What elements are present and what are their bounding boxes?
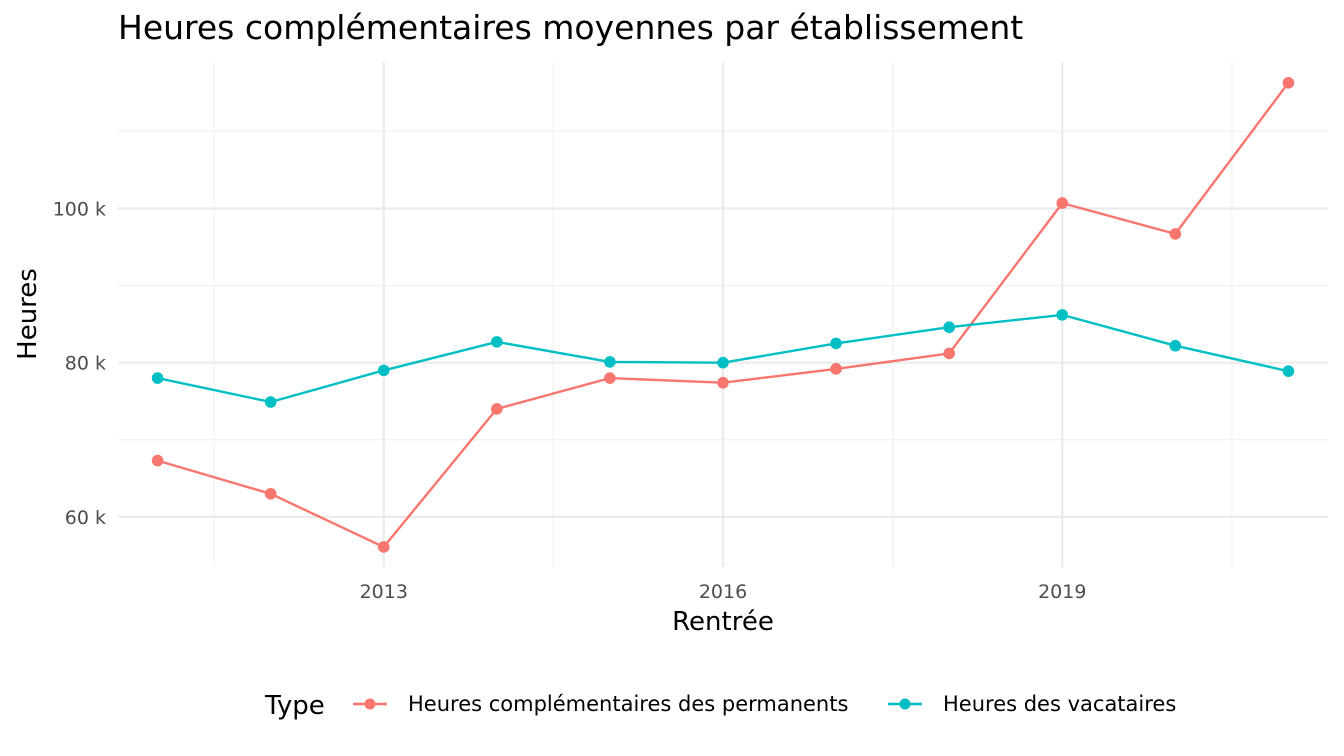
data-point-permanents-2012 <box>264 487 277 500</box>
y-tick-label: 100 k <box>53 198 106 220</box>
legend-label-vacataires: Heures des vacataires <box>943 692 1176 716</box>
data-point-vacataires-2018 <box>943 321 955 334</box>
data-point-vacataires-2020 <box>1169 339 1182 352</box>
data-point-vacataires-2017 <box>830 337 842 350</box>
legend-item-vacataires: Heures des vacataires <box>888 692 1176 716</box>
legend-title: Type <box>264 691 325 721</box>
y-axis-tick-labels: 60 k 80 k 100 k <box>53 198 106 528</box>
data-point-vacataires-2014 <box>491 336 503 348</box>
series-layer <box>151 77 1295 553</box>
data-point-permanents-2016 <box>717 376 729 389</box>
grid-major <box>118 62 1328 567</box>
data-point-permanents-2020 <box>1169 228 1182 240</box>
data-point-vacataires-2015 <box>604 356 616 368</box>
x-tick-label: 2016 <box>699 581 747 603</box>
x-axis-title: Rentrée <box>672 607 774 637</box>
legend-point-vacataires <box>899 698 911 710</box>
data-point-permanents-2021 <box>1282 77 1295 89</box>
data-point-permanents-2011 <box>151 454 164 467</box>
data-point-permanents-2013 <box>377 541 390 553</box>
x-tick-label: 2019 <box>1038 581 1086 603</box>
x-tick-label: 2013 <box>360 581 408 603</box>
data-point-vacataires-2019 <box>1056 309 1069 321</box>
y-tick-label: 60 k <box>65 507 106 529</box>
legend-point-permanents <box>364 698 376 710</box>
y-tick-label: 80 k <box>65 353 106 375</box>
legend-item-permanents: Heures complémentaires des permanents <box>353 692 848 716</box>
data-point-vacataires-2021 <box>1282 365 1295 377</box>
chart-title: Heures complémentaires moyennes par étab… <box>118 8 1023 47</box>
data-point-permanents-2019 <box>1056 197 1069 209</box>
y-axis-title: Heures <box>13 268 43 360</box>
data-point-permanents-2015 <box>604 372 616 384</box>
data-point-permanents-2018 <box>943 347 955 360</box>
legend-label-permanents: Heures complémentaires des permanents <box>408 692 848 716</box>
data-point-vacataires-2016 <box>717 356 729 369</box>
data-point-vacataires-2011 <box>151 372 164 384</box>
data-point-vacataires-2013 <box>377 364 390 377</box>
data-point-vacataires-2012 <box>264 396 277 408</box>
data-point-permanents-2014 <box>491 403 503 415</box>
legend: Type Heures complémentaires des permanen… <box>264 691 1176 721</box>
data-point-permanents-2017 <box>830 363 842 375</box>
x-axis-tick-labels: 2013 2016 2019 <box>360 581 1087 603</box>
